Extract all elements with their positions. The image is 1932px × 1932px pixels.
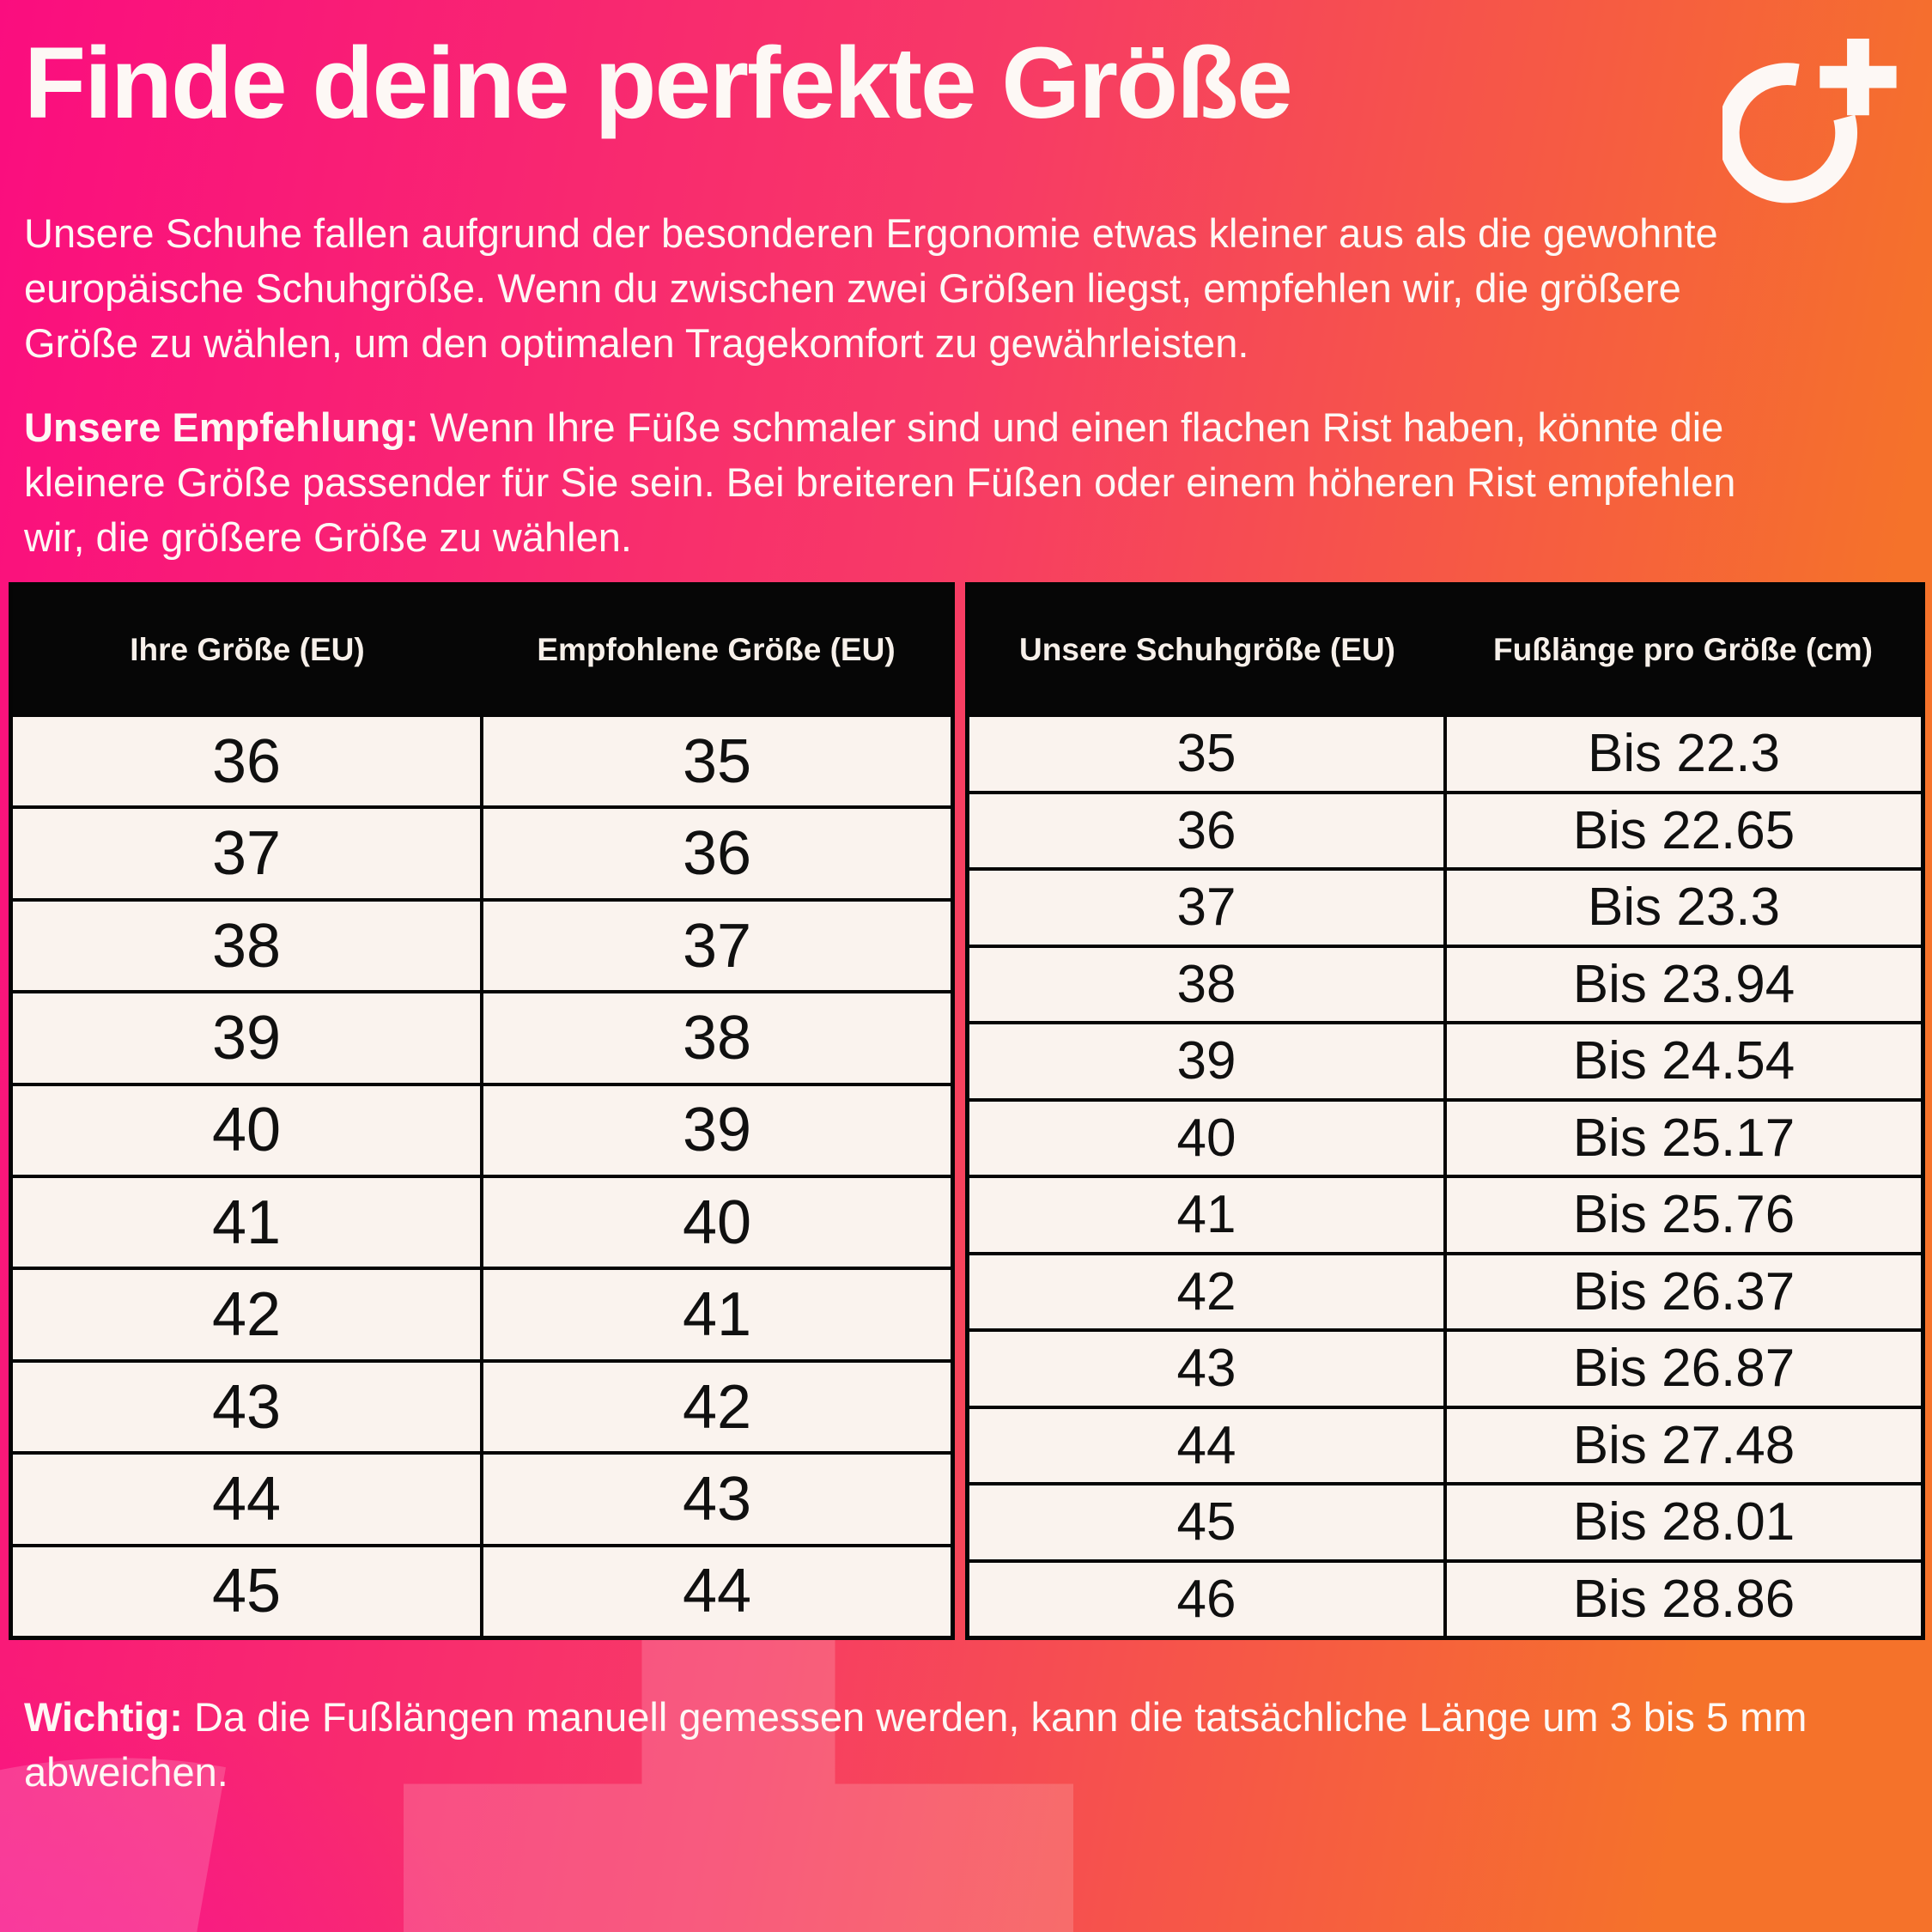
- table-cell: 45: [13, 1546, 483, 1637]
- table-row: 39 38: [13, 990, 951, 1083]
- table-cell: Bis 26.87: [1572, 1339, 1795, 1399]
- table-cell: 44: [13, 1455, 483, 1544]
- table-cell: Bis 22.65: [1572, 800, 1795, 860]
- note-line: abweichen.: [24, 1749, 228, 1795]
- table-header-row: Ihre Größe (EU) Empfohlene Größe (EU): [13, 586, 951, 714]
- note-text: Da die Fußlängen manuell gemessen werden…: [182, 1694, 1807, 1740]
- table-body: 35 Bis 22.3 36 Bis 22.65 37 Bis 23.3 38 Bis 23.…: [969, 714, 1921, 1636]
- circle-plus-logo-icon: [1722, 34, 1899, 220]
- table-row: 40 Bis 25.17: [969, 1097, 1921, 1175]
- table-row: 39 Bis 24.54: [969, 1021, 1921, 1098]
- table-row: 44 Bis 27.48: [969, 1405, 1921, 1482]
- important-note: Wichtig: Da die Fußlängen manuell gemess…: [24, 1690, 1908, 1800]
- table-cell: Bis 28.01: [1572, 1492, 1795, 1552]
- table-cell: 42: [682, 1372, 752, 1442]
- table-cell: Bis 24.54: [1572, 1031, 1795, 1091]
- size-conversion-table: Ihre Größe (EU) Empfohlene Größe (EU) 36…: [9, 582, 955, 1640]
- table-cell: Bis 22.3: [1587, 724, 1781, 784]
- intro-line: europäische Schuhgröße. Wenn du zwischen…: [24, 265, 1681, 311]
- column-header: Empfohlene Größe (EU): [537, 632, 896, 667]
- table-cell: 37: [13, 809, 483, 898]
- note-label: Wichtig:: [24, 1694, 183, 1740]
- recommendation-text: Wenn Ihre Füße schmaler sind und einen f…: [418, 404, 1724, 450]
- table-cell: Bis 26.37: [1572, 1261, 1795, 1321]
- intro-line: Unsere Schuhe fallen aufgrund der besond…: [24, 210, 1718, 256]
- column-header: Unsere Schuhgröße (EU): [1019, 632, 1395, 667]
- table-row: 44 43: [13, 1451, 951, 1544]
- table-cell: 42: [13, 1270, 483, 1359]
- table-row: 46 Bis 28.86: [969, 1558, 1921, 1636]
- table-cell: 42: [969, 1255, 1447, 1328]
- table-cell: 36: [969, 793, 1447, 867]
- table-cell: 41: [13, 1178, 483, 1267]
- table-cell: 44: [682, 1557, 752, 1626]
- table-row: 40 39: [13, 1082, 951, 1176]
- table-cell: 36: [13, 717, 483, 806]
- table-cell: 35: [969, 717, 1447, 791]
- table-row: 37 Bis 23.3: [969, 867, 1921, 945]
- table-cell: Bis 25.17: [1572, 1108, 1795, 1168]
- table-row: 38 Bis 23.94: [969, 944, 1921, 1021]
- table-cell: 43: [682, 1464, 752, 1534]
- table-cell: 43: [13, 1362, 483, 1452]
- table-cell: 43: [969, 1332, 1447, 1406]
- table-cell: Bis 28.86: [1572, 1569, 1795, 1629]
- column-header: Ihre Größe (EU): [130, 632, 365, 667]
- table-row: 42 41: [13, 1267, 951, 1359]
- table-row: 45 44: [13, 1543, 951, 1637]
- table-cell: 38: [13, 901, 483, 991]
- column-header: Fußlänge pro Größe (cm): [1493, 632, 1873, 667]
- table-cell: Bis 27.48: [1572, 1415, 1795, 1475]
- table-cell: 40: [13, 1085, 483, 1176]
- table-cell: 35: [682, 726, 752, 796]
- table-cell: Bis 23.3: [1587, 878, 1781, 938]
- table-cell: 39: [13, 993, 483, 1083]
- intro-line: Größe zu wählen, um den optimalen Tragek…: [24, 320, 1249, 366]
- table-cell: 44: [969, 1408, 1447, 1482]
- table-cell: 40: [969, 1101, 1447, 1175]
- table-row: 42 Bis 26.37: [969, 1251, 1921, 1328]
- table-cell: 41: [682, 1280, 752, 1350]
- page-title: Finde deine perfekte Größe: [24, 27, 1293, 140]
- recommendation-line: Unsere Empfehlung: Wenn Ihre Füße schmal…: [24, 400, 1908, 455]
- intro-paragraph: Unsere Schuhe fallen aufgrund der besond…: [24, 206, 1908, 371]
- table-cell: Bis 23.94: [1572, 954, 1795, 1014]
- table-cell: 37: [969, 871, 1447, 945]
- table-header-row: Unsere Schuhgröße (EU) Fußlänge pro Größ…: [969, 586, 1921, 714]
- recommendation-line: kleinere Größe passender für Sie sein. B…: [24, 459, 1736, 505]
- table-row: 36 35: [13, 714, 951, 806]
- table-cell: 39: [682, 1096, 752, 1165]
- table-row: 35 Bis 22.3: [969, 714, 1921, 791]
- table-body: 36 35 37 36 38 37 39 38 40 39 41 40 42 41 43 42 44 43 45 44: [13, 714, 951, 1637]
- recommendation-line: wir, die größere Größe zu wählen.: [24, 514, 632, 560]
- table-cell: 36: [682, 819, 752, 889]
- recommendation-label: Unsere Empfehlung:: [24, 404, 419, 450]
- table-cell: 41: [969, 1178, 1447, 1252]
- note-line: Wichtig: Da die Fußlängen manuell gemess…: [24, 1690, 1908, 1745]
- table-cell: 38: [682, 1003, 752, 1072]
- table-cell: 46: [969, 1562, 1447, 1636]
- table-row: 45 Bis 28.01: [969, 1482, 1921, 1559]
- table-row: 43 Bis 26.87: [969, 1328, 1921, 1406]
- size-tables: Ihre Größe (EU) Empfohlene Größe (EU) 36…: [9, 582, 1925, 1640]
- table-row: 37 36: [13, 805, 951, 898]
- table-row: 36 Bis 22.65: [969, 790, 1921, 867]
- table-row: 41 40: [13, 1175, 951, 1267]
- foot-length-table: Unsere Schuhgröße (EU) Fußlänge pro Größ…: [965, 582, 1925, 1640]
- table-cell: Bis 25.76: [1572, 1185, 1795, 1245]
- table-row: 38 37: [13, 897, 951, 991]
- table-cell: 39: [969, 1024, 1447, 1098]
- table-row: 43 42: [13, 1358, 951, 1452]
- table-cell: 45: [969, 1485, 1447, 1559]
- table-cell: 37: [682, 911, 752, 981]
- table-cell: 40: [682, 1188, 752, 1257]
- table-cell: 38: [969, 947, 1447, 1021]
- table-row: 41 Bis 25.76: [969, 1175, 1921, 1252]
- recommendation-paragraph: Unsere Empfehlung: Wenn Ihre Füße schmal…: [24, 400, 1908, 565]
